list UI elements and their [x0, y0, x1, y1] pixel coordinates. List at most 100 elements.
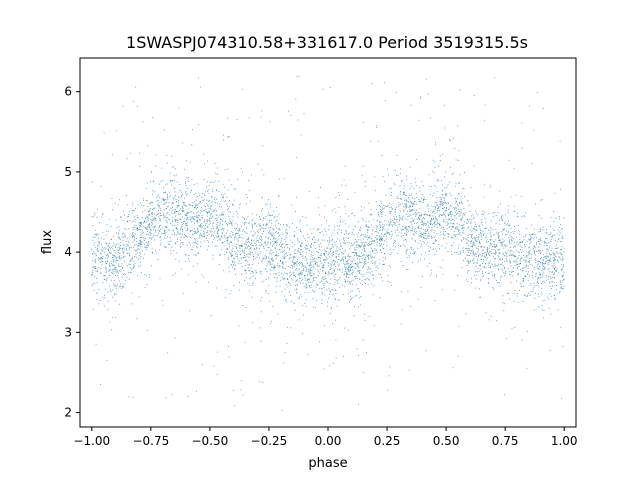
data-point	[389, 211, 391, 213]
data-point	[358, 255, 360, 257]
data-point	[137, 252, 139, 254]
data-point	[485, 237, 487, 238]
data-point	[222, 233, 223, 235]
data-point	[540, 283, 542, 284]
data-point	[249, 251, 251, 253]
data-point	[344, 243, 346, 245]
data-point	[380, 277, 382, 279]
data-point	[487, 232, 489, 234]
data-point	[434, 225, 436, 227]
data-point	[501, 217, 502, 219]
data-point	[479, 296, 481, 298]
data-point	[136, 241, 138, 243]
data-point	[260, 300, 261, 302]
data-point	[549, 293, 551, 295]
data-point	[309, 285, 310, 286]
data-point	[234, 251, 236, 253]
data-point	[115, 270, 117, 272]
data-point	[462, 260, 464, 261]
data-point	[339, 221, 341, 223]
data-point	[490, 251, 492, 253]
data-point	[126, 248, 128, 250]
data-point	[446, 218, 448, 220]
data-point	[380, 200, 382, 202]
data-point	[105, 271, 107, 273]
data-point	[470, 187, 472, 189]
data-point	[324, 276, 326, 278]
data-point	[287, 224, 289, 226]
data-point	[167, 212, 169, 214]
data-point	[348, 266, 350, 268]
data-point	[524, 295, 526, 297]
data-point	[299, 297, 300, 299]
data-point	[337, 283, 339, 285]
data-point	[458, 244, 460, 246]
data-point	[407, 248, 409, 250]
data-point	[328, 288, 330, 289]
data-point	[471, 215, 473, 217]
data-point	[513, 251, 515, 253]
data-point	[312, 263, 314, 265]
data-point	[290, 256, 292, 258]
data-point	[398, 231, 400, 233]
data-point	[339, 239, 341, 241]
data-point	[559, 241, 561, 243]
data-point	[308, 190, 310, 192]
data-point	[261, 228, 263, 230]
data-point	[410, 194, 412, 196]
data-point	[160, 242, 162, 244]
data-point	[212, 242, 213, 243]
data-point	[114, 267, 116, 269]
data-point	[478, 233, 480, 235]
data-point	[332, 246, 334, 248]
data-point	[310, 263, 311, 265]
data-point	[277, 194, 279, 196]
data-point	[358, 256, 360, 258]
data-point	[195, 216, 197, 218]
data-point	[328, 244, 329, 246]
data-point	[213, 210, 215, 212]
data-point	[418, 119, 420, 121]
data-point	[252, 322, 254, 324]
data-point	[517, 212, 519, 214]
data-point	[561, 276, 563, 277]
data-point	[261, 169, 263, 171]
data-point	[271, 219, 272, 221]
data-point	[307, 247, 309, 249]
data-point	[473, 251, 475, 253]
data-point	[418, 215, 420, 217]
data-point	[235, 274, 236, 275]
data-point	[488, 267, 490, 268]
data-point	[541, 309, 543, 311]
data-point	[174, 215, 176, 217]
data-point	[133, 210, 134, 211]
data-point	[486, 254, 488, 255]
data-point	[223, 201, 225, 203]
data-point	[410, 221, 412, 223]
data-point	[182, 209, 184, 211]
data-point	[366, 272, 368, 274]
data-point	[353, 242, 355, 244]
data-point	[372, 250, 374, 252]
data-point	[331, 288, 333, 290]
data-point	[462, 214, 464, 216]
data-point	[277, 263, 279, 265]
data-point	[445, 216, 447, 218]
data-point	[232, 260, 234, 262]
data-point	[183, 201, 185, 203]
data-point	[335, 319, 337, 321]
data-point	[279, 244, 281, 246]
data-point	[295, 289, 297, 291]
data-point	[162, 305, 164, 307]
data-point	[310, 247, 312, 248]
data-point	[414, 251, 416, 253]
data-point	[394, 184, 396, 186]
data-point	[304, 247, 306, 249]
data-point	[113, 279, 115, 281]
data-point	[129, 261, 131, 263]
data-point	[501, 241, 503, 243]
data-point	[485, 222, 487, 224]
data-point	[151, 224, 153, 226]
data-point	[364, 242, 366, 243]
data-point	[541, 287, 543, 289]
